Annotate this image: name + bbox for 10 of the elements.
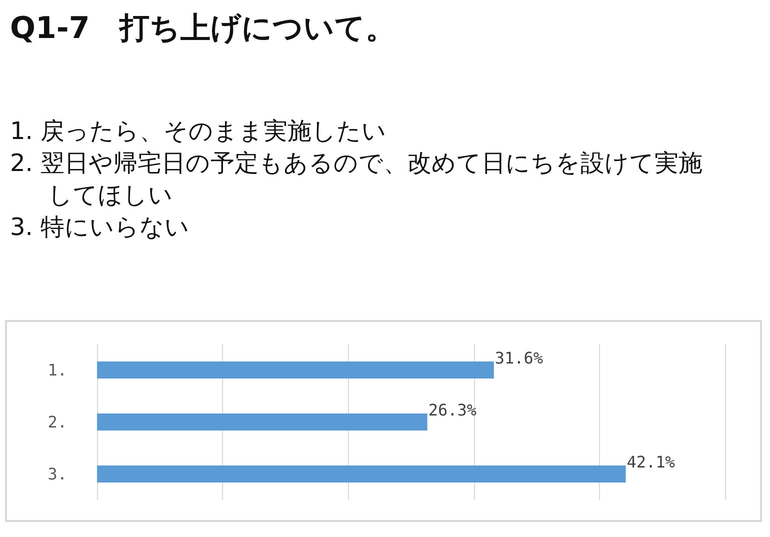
text: 1. 戻ったら、そのまま実施したい	[10, 116, 388, 147]
text: 3. 特にいらない	[10, 212, 191, 243]
y-tick-label: 3.	[48, 464, 67, 484]
data-label: 42.1%	[626, 452, 676, 472]
text: 2. 翌日や帰宅日の予定もあるので、改めて日にちを設けて実施してほしい	[10, 148, 704, 211]
chart-title: Q1-7 打ち上げについて。	[10, 10, 396, 48]
y-tick-label: 1.	[48, 360, 67, 380]
y-tick-label: 2.	[48, 412, 67, 432]
data-label: 26.3%	[428, 400, 477, 420]
data-label: 31.6%	[494, 348, 544, 368]
